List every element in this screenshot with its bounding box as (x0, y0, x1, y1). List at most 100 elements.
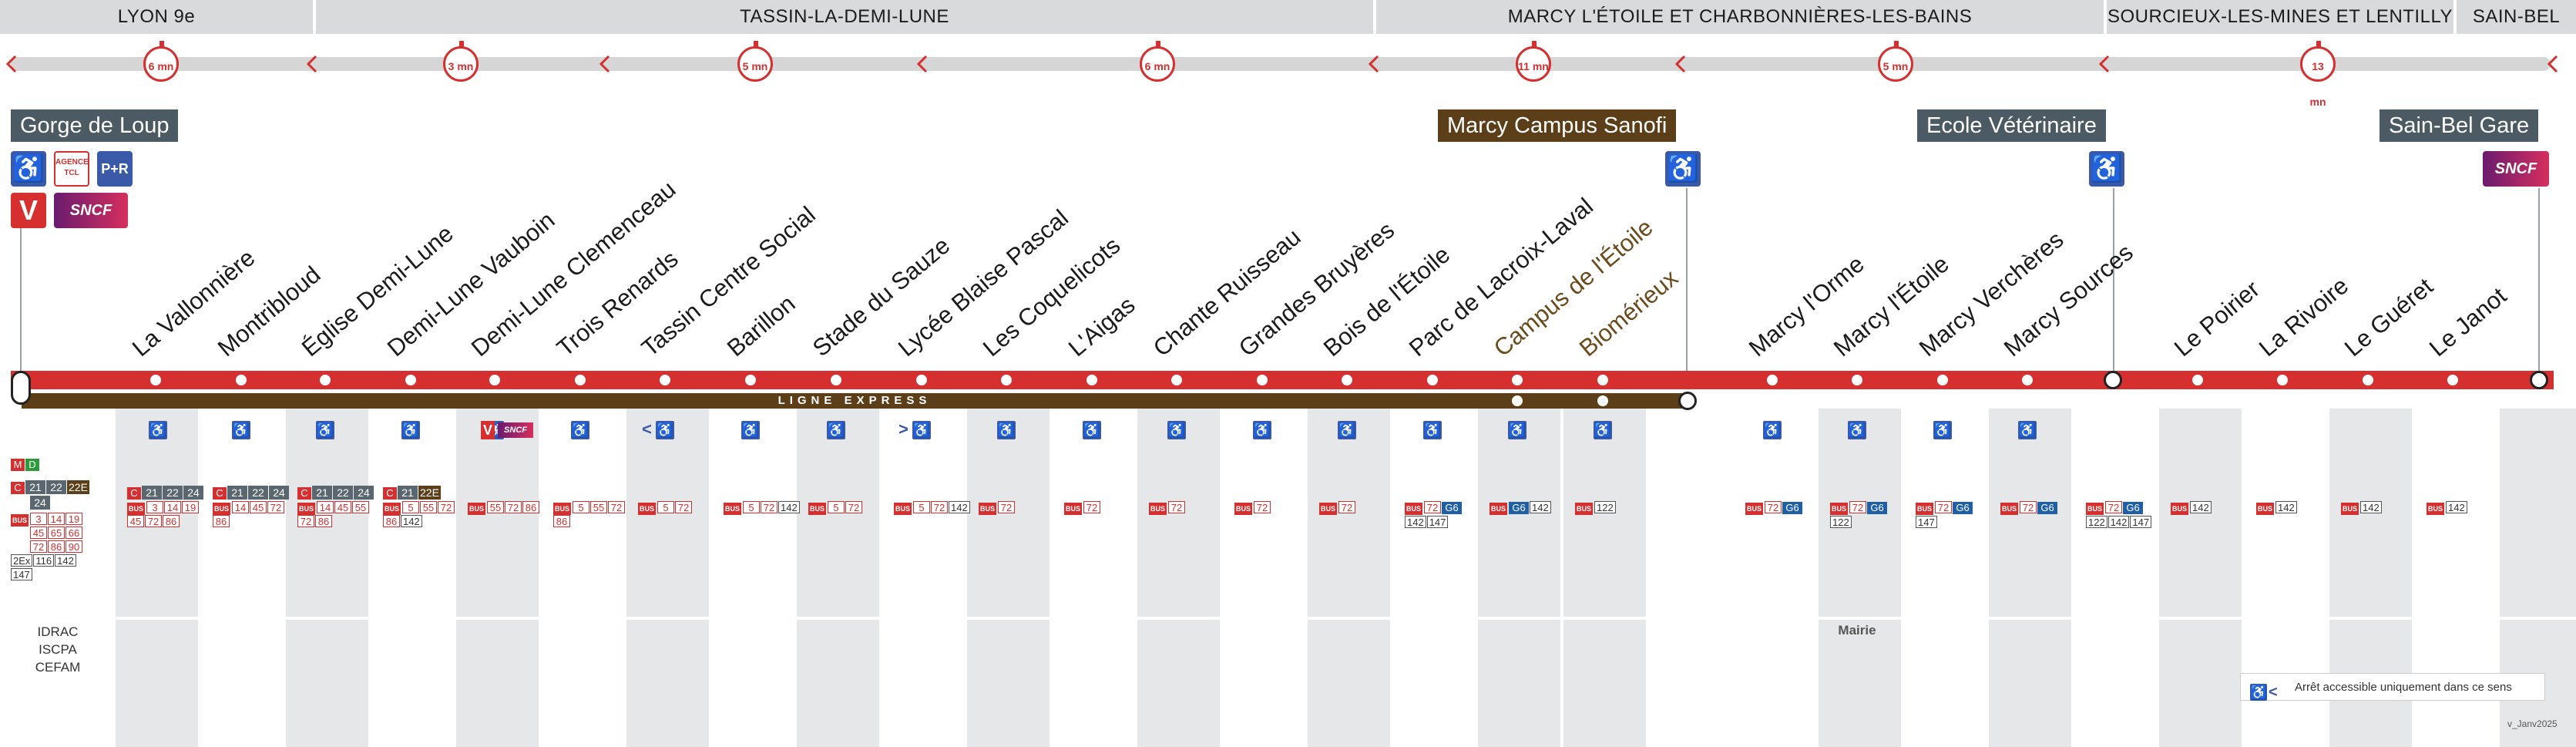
stop-connections: BUS 72 (1149, 501, 1226, 515)
stop-name: Église Demi-Lune (296, 220, 458, 362)
wheelchair-icon: ♿ (401, 421, 420, 439)
bus-line-badge: 14 (48, 513, 65, 525)
commune-sourcieux: SOURCIEUX-LES-MINES ET LENTILLY (2107, 0, 2453, 34)
bus-line-badge: 72 (505, 501, 522, 513)
bus-line-badge: 72 (30, 540, 47, 553)
bus-line-badge: 5 (743, 501, 761, 513)
grey-line-badge: 147 (1426, 516, 1449, 528)
c-line-badge: 22 (163, 486, 183, 500)
stop-dot (916, 375, 927, 385)
c-line-badge: 24 (354, 486, 374, 500)
grey-line-badge: 142 (401, 515, 422, 527)
bus-line-badge: 72 (761, 501, 778, 513)
bus-tag: BUS (894, 503, 912, 515)
stop-dot (150, 375, 161, 385)
stop-connections: BUS 5 72 142 (894, 501, 971, 515)
bus-line-badge: 86 (315, 515, 332, 527)
grey-line-badge: 147 (2130, 516, 2152, 528)
terminal-veto-circle (2104, 371, 2122, 389)
bus-line-badge: 5 (828, 501, 845, 513)
bus-tag: BUS (2341, 503, 2359, 515)
bus-line-badge: 90 (65, 540, 82, 553)
wheelchair-icon: ♿ (1508, 421, 1526, 439)
bus-line-badge: 72 (675, 501, 693, 513)
bus-tag: BUS (1490, 503, 1508, 515)
grey-line-badge: 122 (1830, 516, 1852, 528)
terminal-sanofi-circle (1678, 392, 1697, 410)
bus-line-badge: 72 (1935, 501, 1953, 513)
stop-name: Barillon (721, 289, 801, 362)
stop-connections: BUS 142 (2427, 501, 2504, 515)
g-line-badge: G6 (2037, 502, 2058, 514)
stop-name: Le Poirier (2168, 275, 2265, 362)
terminal-connector (20, 228, 22, 375)
sncf-logo: SNCF (2483, 151, 2549, 187)
c-line-badge: 24 (269, 486, 289, 500)
wheelchair-icon: ♿ (1253, 421, 1271, 439)
wheelchair-icon: ♿ (912, 421, 931, 439)
bus-tag: BUS (2000, 503, 2019, 515)
stop-dot (1342, 375, 1352, 385)
wheelchair-icon: ♿ (571, 421, 589, 439)
bus-tag: BUS (979, 503, 997, 515)
stop-name: La Rivoire (2253, 271, 2354, 362)
c-line-icon: C (297, 487, 311, 500)
grey-line-badge: 142 (2107, 516, 2130, 528)
c-line-badge: 21 (142, 486, 162, 500)
g-line-badge: G6 (1867, 502, 1888, 514)
stop-dot (1171, 375, 1182, 385)
bus-line-badge: 86 (553, 515, 570, 527)
wheelchair-icon: ♿ (1167, 421, 1186, 439)
c-line-badge: 22E (67, 480, 89, 494)
bus-line-badge: 5 (657, 501, 675, 513)
stop-connections: BUS 142 (2341, 501, 2418, 515)
stop-dot (1937, 375, 1948, 385)
grey-line-badge: 142 (2446, 501, 2467, 513)
grey-line-badge: 142 (949, 501, 970, 513)
stop-connections: BUS 5 72 (808, 501, 885, 515)
bus-line-badge: 72 (845, 501, 863, 513)
c-line-badge: 22E (418, 486, 441, 500)
bus-line-badge: 3 (146, 501, 164, 513)
stop-connections: BUS 72 G6 122 (1830, 501, 1907, 530)
stop-dot (405, 375, 416, 385)
stop-dot (745, 375, 756, 385)
bus-tag: BUS (11, 514, 29, 527)
stop-column (967, 409, 1050, 747)
bus-line-badge: 5 (402, 501, 420, 513)
bus-tag: BUS (2086, 503, 2104, 515)
stop-connections: BUS 72 G6 147 (1916, 501, 1993, 530)
stop-column (1989, 409, 2071, 747)
timer-icon: 5 mn (1878, 41, 1913, 82)
timer-icon: 13 mn (2300, 41, 2336, 108)
timer-icon: 6 mn (1140, 41, 1175, 82)
stop-dot (2277, 375, 2288, 385)
bus-tag: BUS (297, 503, 316, 515)
timer-icon: 5 mn (737, 41, 773, 82)
bus-line-badge: 86 (522, 501, 540, 513)
express-stop-dot (1512, 395, 1523, 406)
bus-tag: BUS (1830, 503, 1849, 515)
grey-line-badge: 142 (778, 501, 800, 513)
timer-icon: 11 mn (1516, 41, 1551, 82)
stop-connections: BUS 122 (1575, 501, 1652, 515)
stop-connections: BUS 142 (2256, 501, 2333, 515)
stop-column (1137, 409, 1220, 747)
terminal-connector (2113, 188, 2114, 375)
bus-line-badge: 72 (608, 501, 626, 513)
terminal-connector (2538, 188, 2540, 375)
wheelchair-icon: ♿ (2089, 151, 2124, 187)
c-line-badge: 21 (398, 486, 418, 500)
stop-column (1819, 409, 1901, 747)
stop-connections: C 21 22E BUS 5 55 7286 142 (383, 486, 460, 529)
stop-dot (1512, 375, 1523, 385)
bus-tag: BUS (1149, 503, 1167, 515)
stop-column (1478, 409, 1560, 747)
stop-name: Grandes Bruyères (1233, 216, 1400, 362)
terminal-ecole-veterinaire: Ecole Vétérinaire (1917, 109, 2106, 142)
bus-tag: BUS (2427, 503, 2445, 515)
wheelchair-icon: ♿ (1763, 421, 1782, 439)
wheelchair-icon: ♿ (1594, 421, 1612, 439)
terminal-gorge-circle (11, 371, 31, 405)
stop-column (797, 409, 879, 747)
